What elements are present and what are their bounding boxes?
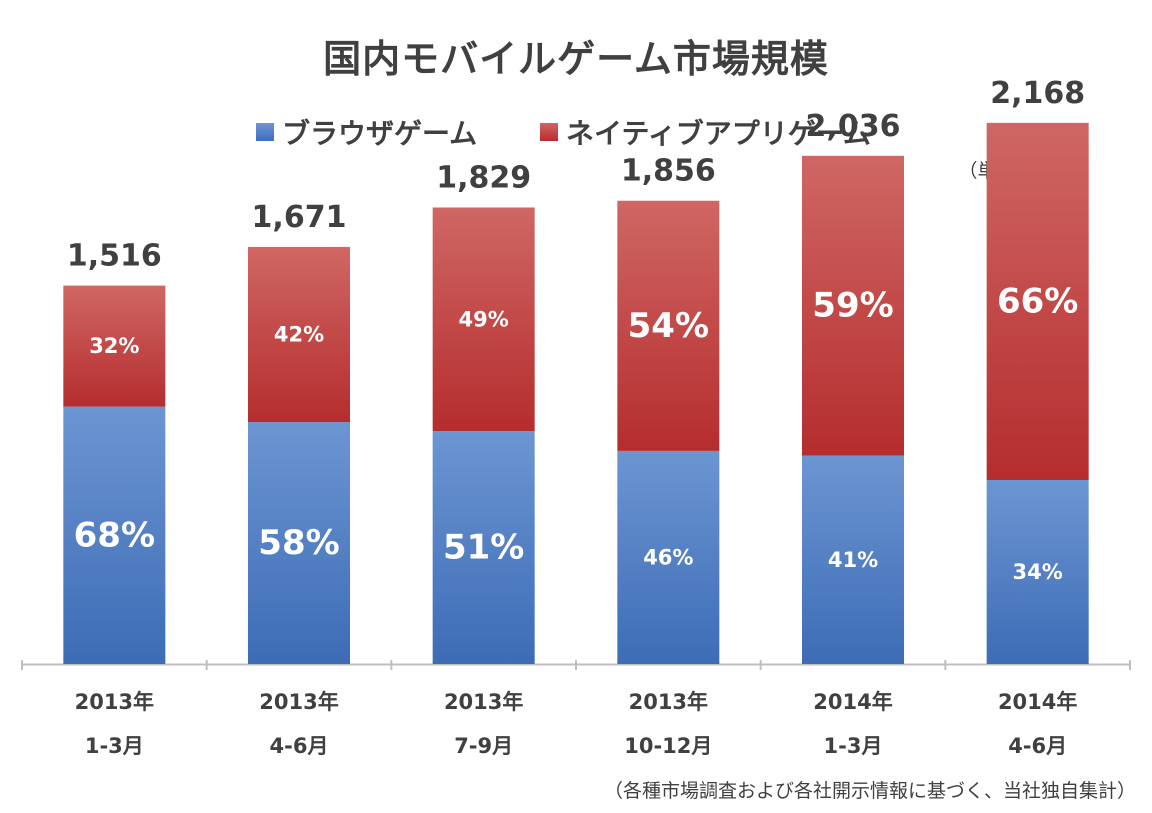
x-tick-label-months: 1-3月	[824, 734, 883, 758]
bar-segment-browser-game	[63, 406, 166, 664]
x-tick-label-year: 2013年	[75, 690, 154, 714]
legend-item-native-app-game: ネイティブアプリゲーム	[540, 112, 871, 152]
data-label-native-app-game: 66%	[997, 281, 1078, 321]
bar-segment-browser-game	[617, 450, 720, 664]
bar-segment-native-app-game	[63, 285, 166, 407]
data-label-native-app-game: 59%	[812, 286, 893, 326]
data-label-browser-game: 58%	[258, 523, 339, 563]
bar-segment-native-app-game	[986, 122, 1089, 481]
x-tick-label-year: 2014年	[998, 690, 1077, 714]
bar-segment-native-app-game	[617, 200, 720, 451]
data-label-native-app-game: 49%	[459, 307, 509, 331]
x-tick-label-months: 4-6月	[1008, 734, 1067, 758]
data-label-total: 1,516	[67, 239, 162, 274]
legend-swatch-native-app-game	[540, 123, 558, 141]
x-tick-label-year: 2013年	[444, 690, 523, 714]
bar-segment-native-app-game	[248, 246, 350, 423]
x-tick-label-months: 1-3月	[85, 734, 144, 758]
data-label-browser-game: 34%	[1013, 560, 1063, 584]
x-tick-label-year: 2014年	[813, 690, 892, 714]
legend-label-browser-game: ブラウザゲーム	[282, 117, 478, 150]
x-tick-label-months: 10-12月	[624, 734, 712, 758]
data-label-total: 2,036	[806, 109, 901, 144]
data-label-total: 1,829	[436, 160, 531, 195]
bar-segment-browser-game	[248, 422, 350, 664]
data-label-native-app-game: 32%	[89, 334, 139, 358]
data-label-native-app-game: 42%	[274, 323, 324, 347]
bar-segment-browser-game	[432, 431, 535, 664]
bar-segment-native-app-game	[432, 207, 535, 432]
x-tick-label-year: 2013年	[259, 690, 338, 714]
legend-label-native-app-game: ネイティブアプリゲーム	[566, 117, 871, 150]
data-label-native-app-game: 54%	[628, 306, 709, 346]
bar-segment-browser-game	[802, 455, 904, 664]
data-label-total: 1,856	[621, 154, 716, 189]
data-label-browser-game: 51%	[443, 528, 524, 568]
chart-title: 国内モバイルゲーム市場規模	[323, 37, 829, 81]
bar-segment-native-app-game	[802, 155, 904, 456]
legend-item-browser-game: ブラウザゲーム	[256, 112, 477, 152]
data-label-total: 1,671	[252, 200, 347, 235]
chart-legend: ブラウザゲーム ネイティブアプリゲーム	[0, 112, 1152, 152]
bar-segment-browser-game	[986, 480, 1089, 664]
x-tick-label-months: 4-6月	[270, 734, 329, 758]
x-tick-label-months: 7-9月	[454, 734, 513, 758]
x-tick-label-year: 2013年	[629, 690, 708, 714]
data-label-browser-game: 41%	[828, 548, 878, 572]
data-label-total: 2,168	[990, 76, 1085, 111]
source-note: （各種市場調査および各社開示情報に基づく、当社独自集計）	[603, 780, 1136, 802]
data-label-browser-game: 68%	[74, 515, 155, 555]
data-label-browser-game: 46%	[643, 545, 693, 569]
legend-swatch-browser-game	[256, 123, 274, 141]
